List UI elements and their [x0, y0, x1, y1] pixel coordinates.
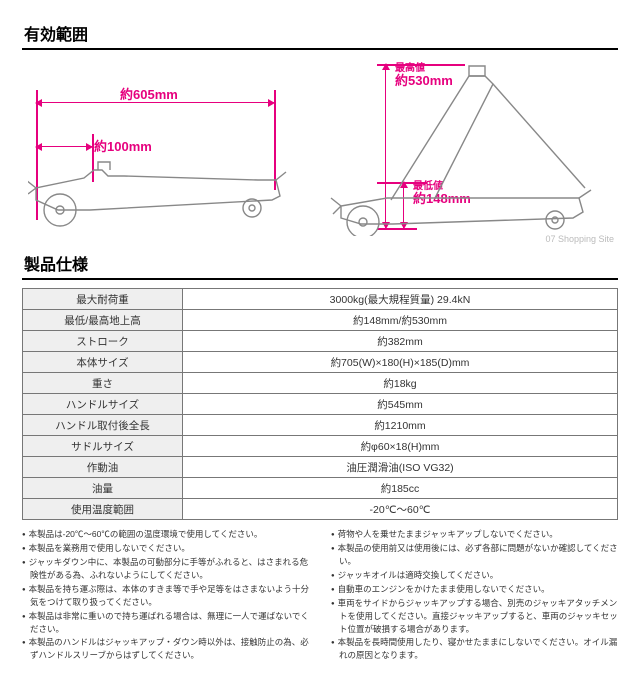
- spec-val: -20℃～60℃: [183, 499, 618, 520]
- spec-header: 製品仕様: [22, 248, 618, 280]
- spec-val: 約185cc: [183, 478, 618, 499]
- jack-raised-svg: [327, 60, 607, 236]
- table-row: 重さ約18kg: [23, 373, 618, 394]
- notes-right: 荷物や人を乗せたままジャッキアップしないでください。本製品の使用前又は使用後には…: [331, 528, 618, 663]
- spec-key: 本体サイズ: [23, 352, 183, 373]
- spec-key: 作動油: [23, 457, 183, 478]
- list-item: ジャッキダウン中に、本製品の可動部分に手等がふれると、はさまれる危険性がある為、…: [22, 556, 309, 582]
- jack-lowered-svg: [28, 158, 288, 234]
- table-row: 使用温度範囲-20℃～60℃: [23, 499, 618, 520]
- table-row: ハンドル取付後全長約1210mm: [23, 415, 618, 436]
- spec-key: 最大耐荷重: [23, 289, 183, 310]
- dim-step: 約100mm: [94, 136, 152, 155]
- notes-left: 本製品は-20℃～60℃の範囲の温度環境で使用してください。本製品を業務用で使用…: [22, 528, 309, 663]
- spec-val: 約18kg: [183, 373, 618, 394]
- dim-width: 約605mm: [120, 84, 178, 103]
- table-row: 最大耐荷重3000kg(最大規程質量) 29.4kN: [23, 289, 618, 310]
- spec-key: 油量: [23, 478, 183, 499]
- jack-raised: 最高値約530mm 最低値約148mm 07 Shopping S: [323, 58, 618, 238]
- range-header: 有効範囲: [22, 18, 618, 50]
- notes: 本製品は-20℃～60℃の範囲の温度環境で使用してください。本製品を業務用で使用…: [22, 528, 618, 663]
- table-row: ハンドルサイズ約545mm: [23, 394, 618, 415]
- list-item: 本製品のハンドルはジャッキアップ・ダウン時以外は、接触防止の為、必ずハンドルスリ…: [22, 636, 309, 662]
- list-item: 荷物や人を乗せたままジャッキアップしないでください。: [331, 528, 618, 541]
- spec-table: 最大耐荷重3000kg(最大規程質量) 29.4kN最低/最高地上高約148mm…: [22, 288, 618, 520]
- spec-val: 約705(W)×180(H)×185(D)mm: [183, 352, 618, 373]
- list-item: 車両をサイドからジャッキアップする場合、別売のジャッキアタッチメントを使用してく…: [331, 597, 618, 636]
- watermark: 07 Shopping Site: [545, 234, 614, 244]
- list-item: 本製品を長時間使用したり、寝かせたままにしないでください。オイル漏れの原因となり…: [331, 636, 618, 662]
- spec-key: 最低/最高地上高: [23, 310, 183, 331]
- spec-key: ストローク: [23, 331, 183, 352]
- table-row: 最低/最高地上高約148mm/約530mm: [23, 310, 618, 331]
- list-item: 自動車のエンジンをかけたまま使用しないでください。: [331, 583, 618, 596]
- spec-key: ハンドル取付後全長: [23, 415, 183, 436]
- diagram-area: 約605mm 約100mm 最高値約530mm: [22, 58, 618, 238]
- spec-key: 使用温度範囲: [23, 499, 183, 520]
- table-row: 作動油油圧潤滑油(ISO VG32): [23, 457, 618, 478]
- spec-key: サドルサイズ: [23, 436, 183, 457]
- spec-val: 約φ60×18(H)mm: [183, 436, 618, 457]
- list-item: 本製品は-20℃～60℃の範囲の温度環境で使用してください。: [22, 528, 309, 541]
- spec-val: 3000kg(最大規程質量) 29.4kN: [183, 289, 618, 310]
- spec-val: 約382mm: [183, 331, 618, 352]
- list-item: 本製品は非常に重いので持ち運ばれる場合は、無理に一人で運ばないでください。: [22, 610, 309, 636]
- table-row: 油量約185cc: [23, 478, 618, 499]
- table-row: 本体サイズ約705(W)×180(H)×185(D)mm: [23, 352, 618, 373]
- spec-val: 約1210mm: [183, 415, 618, 436]
- list-item: 本製品を持ち運ぶ際は、本体のすきま等で手や足等をはさまないよう十分気をつけて取り…: [22, 583, 309, 609]
- jack-lowered: 約605mm 約100mm: [22, 58, 317, 238]
- spec-key: 重さ: [23, 373, 183, 394]
- table-row: サドルサイズ約φ60×18(H)mm: [23, 436, 618, 457]
- spec-val: 約545mm: [183, 394, 618, 415]
- table-row: ストローク約382mm: [23, 331, 618, 352]
- spec-val: 油圧潤滑油(ISO VG32): [183, 457, 618, 478]
- list-item: ジャッキオイルは適時交換してください。: [331, 569, 618, 582]
- spec-val: 約148mm/約530mm: [183, 310, 618, 331]
- list-item: 本製品を業務用で使用しないでください。: [22, 542, 309, 555]
- spec-key: ハンドルサイズ: [23, 394, 183, 415]
- list-item: 本製品の使用前又は使用後には、必ず各部に問題がないか確認してください。: [331, 542, 618, 568]
